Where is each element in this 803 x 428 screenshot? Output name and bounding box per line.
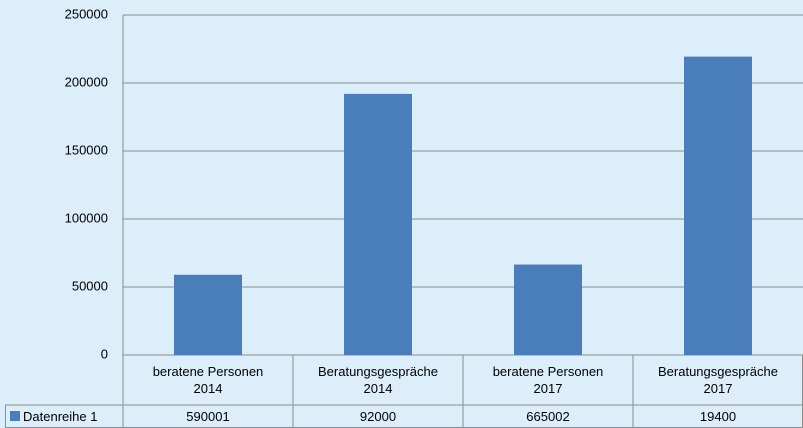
bar [344,93,412,355]
x-tick-label: Beratungsgespräche 2017 [658,364,778,396]
y-tick-label: 150000 [65,142,108,157]
table-cell: 92000 [359,409,397,424]
y-tick-label: 50000 [72,278,108,293]
bar [174,274,242,355]
bar [684,56,752,356]
y-tick-label: 100000 [65,210,108,225]
legend-label: Datenreihe 1 [23,409,98,424]
y-tick-label: 250000 [65,6,108,21]
y-tick-label: 0 [101,346,108,361]
x-tick-label: beratene Personen 2017 [492,364,604,396]
table-cell: 665002 [526,409,570,424]
table-cell: 19400 [699,409,737,424]
x-tick-label: beratene Personen 2014 [152,364,264,396]
legend-key [10,411,20,421]
bar [514,264,582,355]
y-tick-label: 200000 [65,74,108,89]
x-tick-label: Beratungsgespräche 2014 [318,364,438,396]
table-cell: 590001 [186,409,230,424]
